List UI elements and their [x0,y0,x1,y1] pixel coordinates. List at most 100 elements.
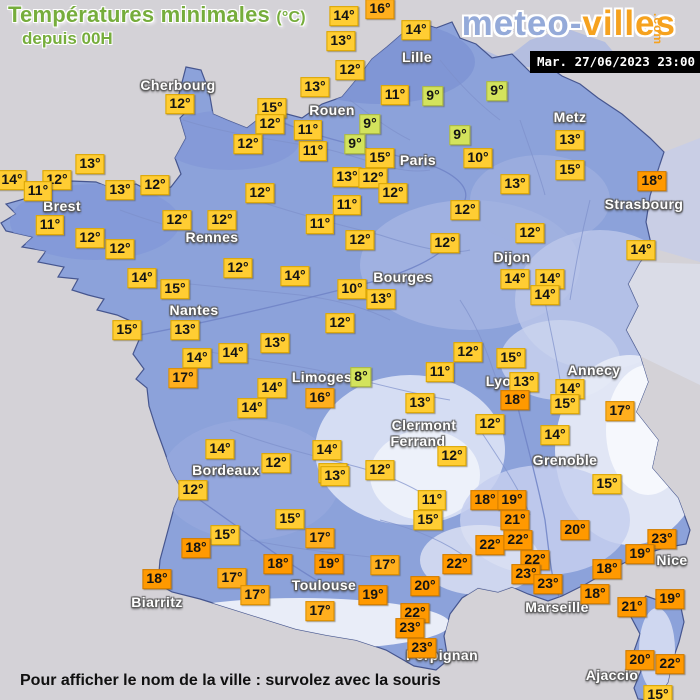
temp-chip[interactable]: 23° [407,638,437,658]
temp-chip[interactable]: 19° [655,589,685,609]
temp-chip[interactable]: 16° [305,388,335,408]
temp-chip[interactable]: 13° [366,289,396,309]
temp-chip[interactable]: 15° [643,685,673,700]
temp-chip[interactable]: 12° [105,239,135,259]
temp-chip[interactable]: 18° [470,490,500,510]
temp-chip[interactable]: 17° [305,528,335,548]
temp-chip[interactable]: 12° [437,446,467,466]
temp-chip[interactable]: 12° [223,258,253,278]
temp-chip[interactable]: 12° [233,134,263,154]
temp-chip[interactable]: 15° [496,348,526,368]
temp-chip[interactable]: 12° [245,183,275,203]
temp-chip[interactable]: 17° [605,401,635,421]
temp-chip[interactable]: 11° [380,85,410,105]
temp-chip[interactable]: 18° [181,538,211,558]
temp-chip[interactable]: 14° [540,425,570,445]
temp-chip[interactable]: 13° [509,372,539,392]
temp-chip[interactable]: 20° [410,576,440,596]
temp-chip[interactable]: 19° [625,544,655,564]
temp-chip[interactable]: 12° [162,210,192,230]
temp-chip[interactable]: 13° [332,167,362,187]
temp-chip[interactable]: 15° [550,394,580,414]
meteo-villes-logo[interactable]: meteo-villes .com [462,4,676,45]
temp-chip[interactable]: 13° [170,320,200,340]
temp-chip[interactable]: 10° [337,279,367,299]
temp-chip[interactable]: 12° [140,175,170,195]
temp-chip[interactable]: 23° [395,618,425,638]
temp-chip[interactable]: 22° [442,554,472,574]
temp-chip[interactable]: 17° [168,368,198,388]
temp-chip[interactable]: 14° [555,379,585,399]
temp-chip[interactable]: 14° [280,266,310,286]
temp-chip[interactable]: 13° [75,154,105,174]
temp-chip[interactable]: 12° [165,94,195,114]
temp-chip[interactable]: 12° [178,480,208,500]
temp-chip[interactable]: 22° [655,654,685,674]
temp-chip[interactable]: 14° [535,269,565,289]
temp-chip[interactable]: 17° [305,601,335,621]
temp-chip[interactable]: 12° [255,114,285,134]
temp-chip[interactable]: 10° [463,148,493,168]
temp-chip[interactable]: 19° [358,585,388,605]
temp-chip[interactable]: 12° [475,414,505,434]
temp-chip[interactable]: 14° [127,268,157,288]
temp-chip[interactable]: 13° [405,393,435,413]
temp-chip[interactable]: 9° [486,81,508,101]
temp-chip[interactable]: 13° [326,31,356,51]
temp-chip[interactable]: 18° [592,559,622,579]
temp-chip[interactable]: 20° [560,520,590,540]
temp-chip[interactable]: 19° [497,490,527,510]
temp-chip[interactable]: 15° [413,510,443,530]
temp-chip[interactable]: 11° [23,181,53,201]
temp-chip[interactable]: 16° [365,0,395,19]
temp-chip[interactable]: 14° [257,378,287,398]
temp-chip[interactable]: 11° [305,214,335,234]
temp-chip[interactable]: 8° [350,367,372,387]
temp-chip[interactable]: 15° [112,320,142,340]
temp-chip[interactable]: 9° [449,125,471,145]
temp-chip[interactable]: 23° [511,564,541,584]
temp-chip[interactable]: 14° [312,440,342,460]
temp-chip[interactable]: 14° [626,240,656,260]
temp-chip[interactable]: 18° [580,584,610,604]
temp-chip[interactable]: 14° [401,20,431,40]
temp-chip[interactable]: 15° [275,509,305,529]
temp-chip[interactable]: 13° [320,466,350,486]
temp-chip[interactable]: 12° [358,168,388,188]
temp-chip[interactable]: 14° [0,170,27,190]
temp-chip[interactable]: 17° [217,568,247,588]
temp-chip[interactable]: 14° [237,398,267,418]
temp-chip[interactable]: 14° [182,348,212,368]
temp-chip[interactable]: 18° [263,554,293,574]
temp-chip[interactable]: 17° [370,555,400,575]
temp-chip[interactable]: 21° [500,510,530,530]
temp-chip[interactable]: 11° [332,195,362,215]
temp-chip[interactable]: 15° [592,474,622,494]
temp-chip[interactable]: 12° [365,460,395,480]
temp-chip[interactable]: 20° [625,650,655,670]
temp-chip[interactable]: 12° [207,210,237,230]
temp-chip[interactable]: 23° [533,574,563,594]
temp-chip[interactable]: 12° [453,342,483,362]
temp-chip[interactable]: 12° [325,313,355,333]
temp-chip[interactable]: 13° [300,77,330,97]
temp-chip[interactable]: 14° [329,6,359,26]
temp-chip[interactable]: 18° [142,569,172,589]
temp-chip[interactable]: 11° [35,215,65,235]
temp-chip[interactable]: 15° [257,98,287,118]
temp-chip[interactable]: 22° [503,530,533,550]
temp-chip[interactable]: 14° [530,285,560,305]
temp-chip[interactable]: 12° [450,200,480,220]
temp-chip[interactable]: 19° [314,554,344,574]
temp-chip[interactable]: 18° [500,390,530,410]
temp-chip[interactable]: 12° [430,233,460,253]
temp-chip[interactable]: 14° [500,269,530,289]
temp-chip[interactable]: 15° [160,279,190,299]
temp-chip[interactable]: 14° [205,439,235,459]
temp-chip[interactable]: 12° [515,223,545,243]
temp-chip[interactable]: 22° [475,535,505,555]
temp-chip[interactable]: 17° [240,585,270,605]
temp-chip[interactable]: 13° [105,180,135,200]
temp-chip[interactable]: 13° [555,130,585,150]
temp-chip[interactable]: 15° [365,148,395,168]
